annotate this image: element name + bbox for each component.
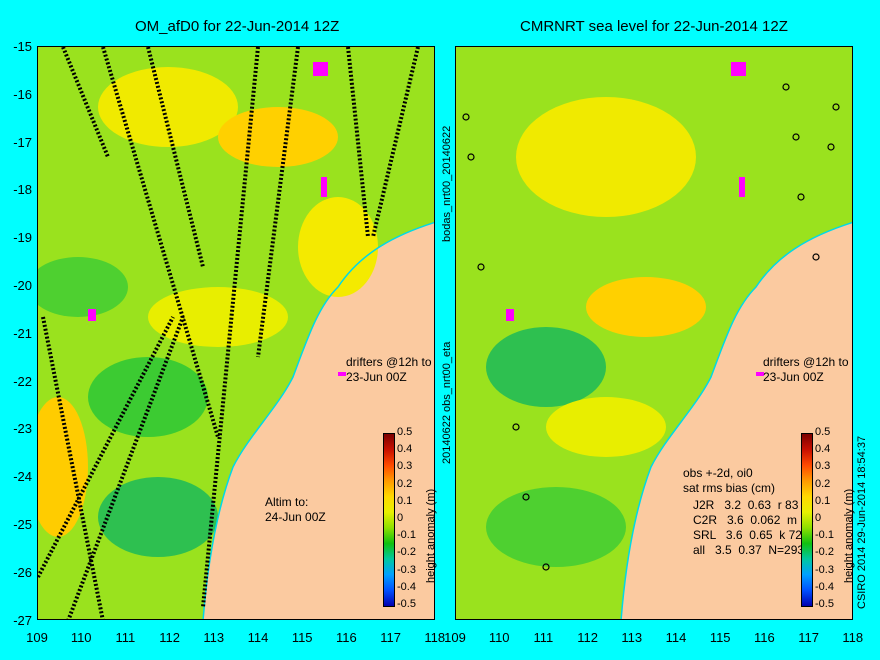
colorbar-tick: 0.3 xyxy=(815,460,831,473)
colorbar-tick: -0.5 xyxy=(815,598,834,610)
stats-row: C2R 3.6 0.062 m 13 xyxy=(683,513,814,527)
x-tick-label: 118 xyxy=(842,630,864,645)
colorbar-tick: -0.3 xyxy=(815,563,834,576)
colorbar-tick: 0.2 xyxy=(815,477,831,490)
colorbar-tick: 0.1 xyxy=(815,494,831,507)
left-altim-note: Altim to: 24-Jun 00Z xyxy=(265,495,326,524)
vertical-label-bottom: 20140622 obs_nrt00_eta xyxy=(441,341,453,464)
colorbar-label: height anomaly (m) xyxy=(843,488,855,583)
y-tick-label: -20 xyxy=(13,278,32,293)
colorbar-tick: 0.5 xyxy=(815,426,831,438)
x-tick-label: 116 xyxy=(754,630,775,645)
colorbar-tick: 0 xyxy=(397,512,404,524)
colorbar-tick: 0.1 xyxy=(397,494,413,507)
colorbar-gradient xyxy=(383,433,395,607)
stats-row: all 3.5 0.37 N=293 xyxy=(683,543,805,557)
y-tick-label: -27 xyxy=(13,612,32,628)
y-tick-label: -16 xyxy=(13,86,32,102)
y-tick-label: -25 xyxy=(13,517,32,532)
x-tick-label: 111 xyxy=(533,630,554,645)
colorbar-gradient xyxy=(801,433,813,607)
colorbar-label: height anomaly (m) xyxy=(425,488,437,583)
y-tick-label: -18 xyxy=(13,182,32,198)
colorbar-tick: 0.3 xyxy=(397,460,413,473)
x-tick-label: 110 xyxy=(488,630,510,645)
x-tick-label: 115 xyxy=(291,630,313,645)
y-tick-label: -17 xyxy=(13,134,32,150)
y-tick-label: -21 xyxy=(13,325,32,341)
x-tick-label: 111 xyxy=(115,630,136,645)
x-tick-label: 117 xyxy=(798,630,819,645)
x-tick-label: 114 xyxy=(247,630,269,645)
colorbar-tick: -0.4 xyxy=(397,580,416,593)
left-drifters-note: drifters @12h to 23-Jun 00Z xyxy=(346,355,432,384)
right-panel-title: CMRNRT sea level for 22-Jun-2014 12Z xyxy=(520,18,788,35)
colorbar-tick: -0.1 xyxy=(397,529,416,542)
colorbar-tick: -0.3 xyxy=(397,563,416,576)
right-map-graphics xyxy=(456,47,852,619)
left-map[interactable] xyxy=(37,46,435,620)
y-tick-label: -23 xyxy=(13,421,32,437)
x-tick-label: 110 xyxy=(70,630,92,645)
y-tick-label: -24 xyxy=(13,469,32,485)
x-tick-label: 109 xyxy=(26,630,48,645)
x-tick-label: 117 xyxy=(380,630,401,645)
x-tick-label: 116 xyxy=(336,630,357,645)
left-map-graphics xyxy=(38,47,434,619)
vertical-label-top: bodas_nrt00_20140622 xyxy=(441,125,453,242)
y-tick-label: -15 xyxy=(13,39,32,54)
x-tick-label: 113 xyxy=(203,630,225,645)
stats-row: J2R 3.2 0.63 r 83 xyxy=(683,498,799,512)
y-tick-label: -22 xyxy=(13,373,32,389)
colorbar-tick: -0.4 xyxy=(815,580,834,593)
colorbar-tick: -0.5 xyxy=(397,598,416,610)
right-stats-header: obs +-2d, oi0 sat rms bias (cm) xyxy=(683,466,776,495)
right-drifters-note: drifters @12h to 23-Jun 00Z xyxy=(763,355,849,384)
colorbar-tick: 0.2 xyxy=(397,477,413,490)
credit-label: CSIRO 2014 29-Jun-2014 18:54:37 xyxy=(856,435,868,609)
left-panel-title: OM_afD0 for 22-Jun-2014 12Z xyxy=(135,18,340,35)
colorbar-tick: 0.4 xyxy=(815,443,831,456)
x-tick-label: 115 xyxy=(709,630,731,645)
right-map[interactable] xyxy=(455,46,853,620)
colorbar-tick: -0.2 xyxy=(397,546,416,559)
x-tick-label: 112 xyxy=(159,630,180,645)
y-tick-label: -26 xyxy=(13,564,32,580)
colorbar-tick: 0.4 xyxy=(397,443,413,456)
colorbar-tick: 0.5 xyxy=(397,426,413,438)
x-tick-label: 118 xyxy=(424,630,446,645)
right-stats-table: J2R 3.2 0.63 r 83 C2R 3.6 0.062 m 13 SRL… xyxy=(683,498,814,558)
colorbar-tick: -0.2 xyxy=(815,546,834,559)
colorbar-tick: -0.1 xyxy=(815,529,834,542)
x-tick-label: 114 xyxy=(665,630,687,645)
x-tick-label: 109 xyxy=(444,630,466,645)
y-tick-label: -19 xyxy=(13,230,32,246)
colorbar-tick: 0 xyxy=(815,512,822,524)
stats-row: SRL 3.6 0.65 k 72 xyxy=(683,528,802,542)
x-tick-label: 112 xyxy=(577,630,598,645)
x-tick-label: 113 xyxy=(621,630,643,645)
